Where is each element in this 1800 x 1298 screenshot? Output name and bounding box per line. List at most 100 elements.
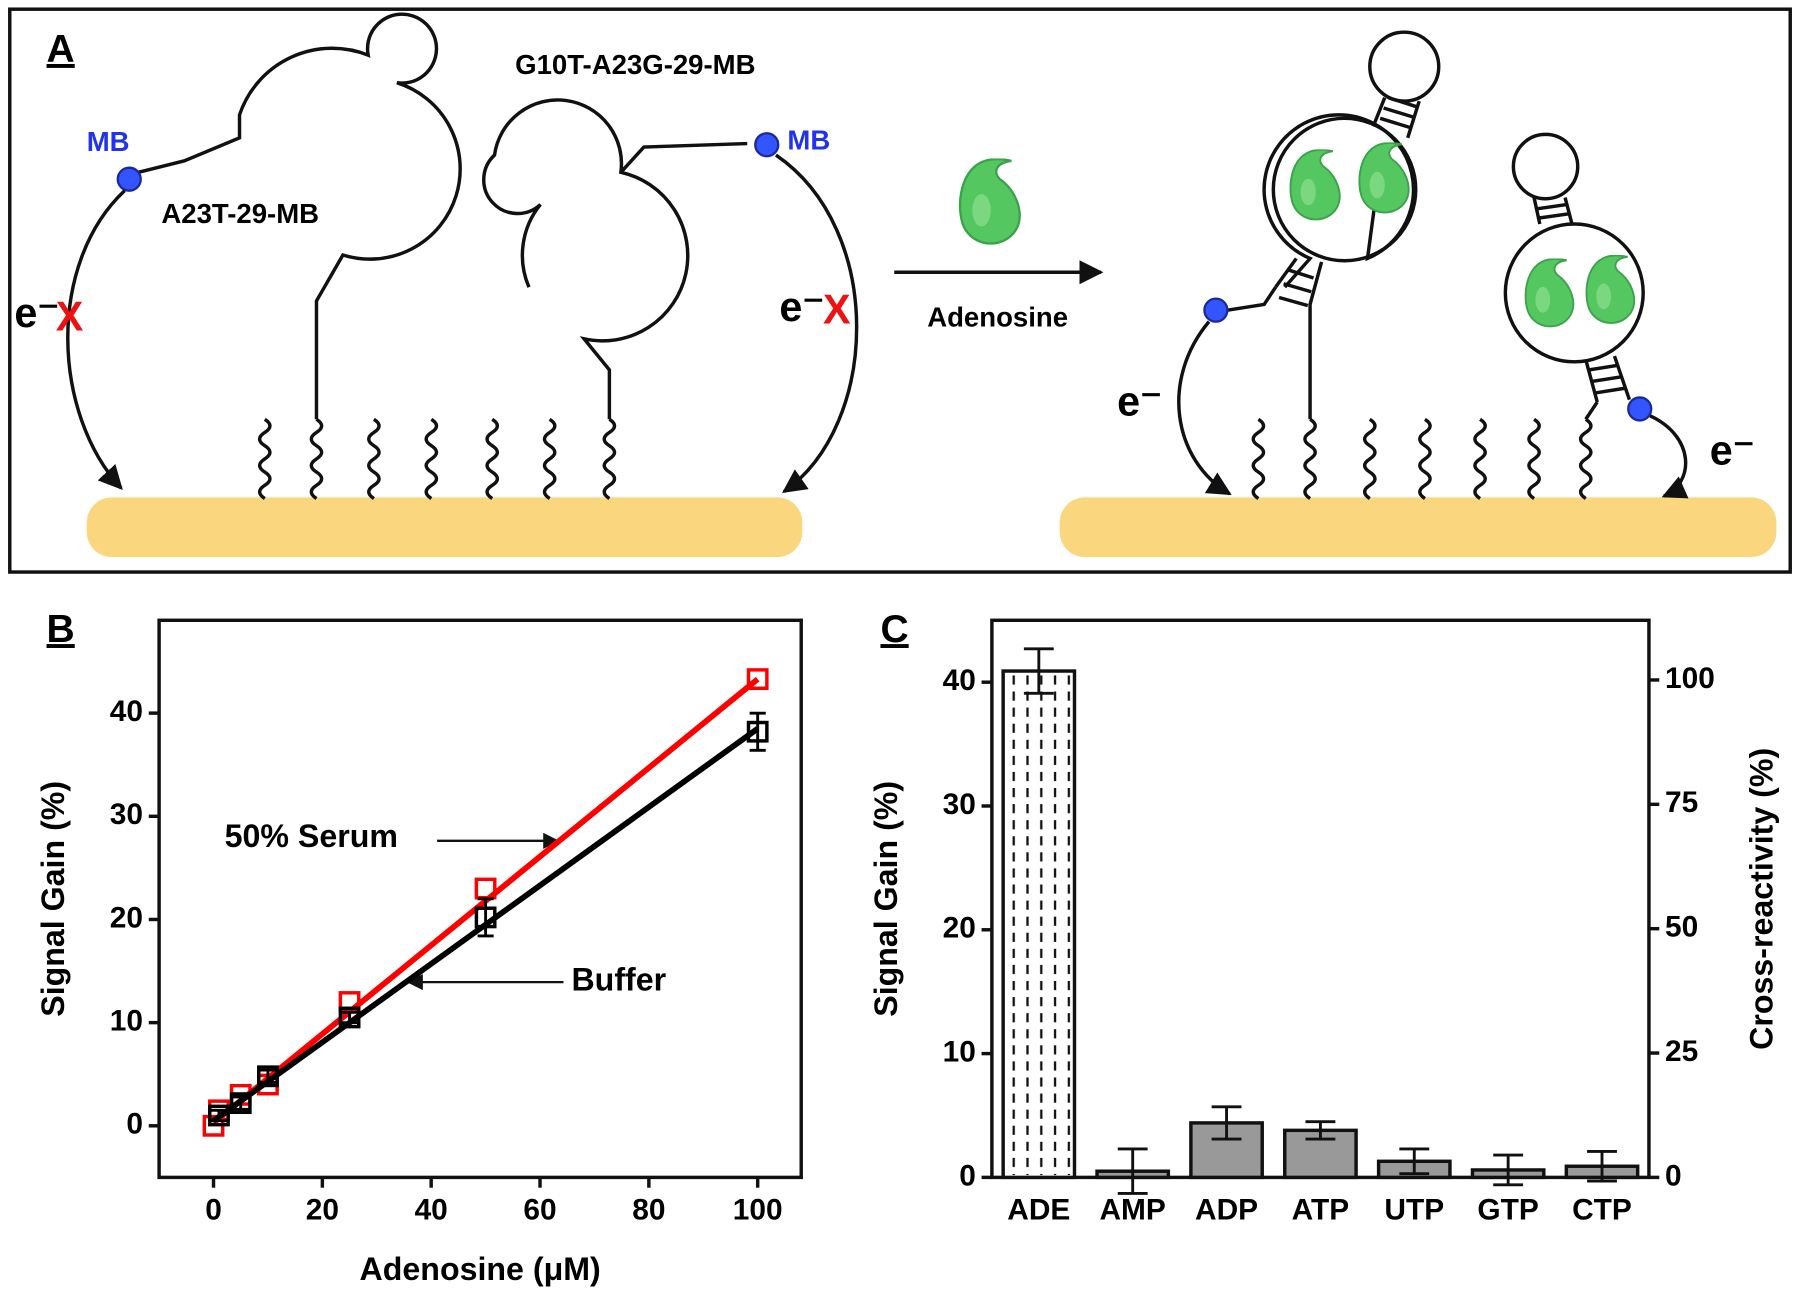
monolayer bbox=[257, 417, 1593, 500]
error-bar bbox=[210, 1108, 228, 1123]
error-bar bbox=[1305, 1120, 1336, 1141]
plot-frame bbox=[990, 618, 1651, 1180]
linker bbox=[309, 417, 324, 500]
probe-name: A23T-29-MB bbox=[161, 198, 319, 229]
error-bar bbox=[341, 1010, 358, 1025]
data-point bbox=[474, 906, 497, 929]
linker bbox=[424, 417, 439, 500]
y-axis-label: Signal Gain (%) bbox=[868, 781, 904, 1017]
probe-strand bbox=[482, 98, 748, 420]
x-axis-label: Adenosine (μM) bbox=[360, 1251, 601, 1287]
error-bar bbox=[1023, 647, 1054, 695]
data-point bbox=[746, 720, 769, 743]
linker bbox=[1303, 417, 1317, 500]
mb-label bbox=[1203, 297, 1229, 323]
y2-tick-label: 0 bbox=[1665, 1159, 1682, 1192]
y2-tick-label: 50 bbox=[1665, 911, 1698, 944]
mb-label bbox=[116, 166, 142, 192]
y-tick-label: 10 bbox=[943, 1035, 976, 1068]
x-tick-label: 100 bbox=[733, 1194, 783, 1227]
electrode bbox=[1059, 497, 1777, 558]
data-point bbox=[257, 1065, 279, 1088]
electron-path bbox=[774, 153, 859, 494]
arrow-label: Adenosine bbox=[927, 302, 1068, 333]
data-point bbox=[746, 668, 769, 691]
y-tick-label: 30 bbox=[943, 788, 976, 821]
panel-label: C bbox=[880, 608, 908, 651]
x-tick-label: 0 bbox=[205, 1194, 222, 1227]
bar-hatch bbox=[1005, 673, 1073, 1176]
error-bar bbox=[477, 897, 494, 938]
x-tick-label: 60 bbox=[523, 1194, 556, 1227]
electron-path bbox=[1649, 414, 1689, 499]
x-tick-label: ATP bbox=[1292, 1194, 1350, 1227]
error-bar bbox=[1493, 1153, 1524, 1187]
error-bar bbox=[1587, 1149, 1617, 1183]
x-tick-label: 40 bbox=[415, 1194, 448, 1227]
error-bar bbox=[1211, 1105, 1242, 1141]
probe-loop bbox=[1271, 116, 1418, 263]
y-tick-label: 30 bbox=[110, 798, 143, 831]
adenosine-icon bbox=[958, 158, 1021, 245]
linker bbox=[1362, 417, 1377, 500]
linker bbox=[1473, 417, 1487, 500]
y-tick-label: 10 bbox=[110, 1005, 143, 1038]
plot-frame bbox=[157, 618, 803, 1180]
redox-label: MB bbox=[87, 126, 130, 157]
panel-frame bbox=[8, 7, 1792, 574]
probe-loop bbox=[1503, 222, 1645, 364]
adenosine-icon bbox=[1585, 255, 1636, 324]
panel-label: A bbox=[47, 28, 75, 71]
probe-name: G10T-A23G-29-MB bbox=[515, 49, 755, 80]
linker bbox=[367, 417, 381, 500]
electron: e⁻ bbox=[14, 290, 59, 336]
error-bar bbox=[1399, 1147, 1430, 1176]
linker bbox=[257, 417, 272, 500]
x-tick-label: UTP bbox=[1384, 1194, 1444, 1227]
y-tick-label: 0 bbox=[959, 1159, 976, 1192]
probe-strand bbox=[1262, 113, 1416, 420]
y2-axis-label: Cross-reactivity (%) bbox=[1743, 748, 1779, 1050]
adenosine-icon bbox=[1358, 142, 1410, 214]
x-tick-label: 80 bbox=[632, 1194, 665, 1227]
blocked-mark: X bbox=[56, 293, 84, 339]
error-bar bbox=[749, 711, 766, 752]
series-label: 50% Serum bbox=[225, 818, 398, 854]
linker bbox=[1418, 417, 1432, 500]
error-bar bbox=[1117, 1147, 1148, 1195]
data-point bbox=[229, 1092, 252, 1115]
panel-label: B bbox=[47, 608, 75, 651]
electron: e⁻ bbox=[1710, 428, 1755, 474]
redox-label: MB bbox=[787, 125, 830, 156]
y-tick-label: 20 bbox=[943, 912, 976, 945]
x-tick-label: GTP bbox=[1477, 1194, 1538, 1227]
y2-tick-label: 75 bbox=[1665, 786, 1698, 819]
linker bbox=[602, 417, 617, 500]
adenosine-icon bbox=[1524, 258, 1575, 328]
y-tick-label: 20 bbox=[110, 901, 143, 934]
y-tick-label: 0 bbox=[126, 1108, 143, 1141]
y-axis-label: Signal Gain (%) bbox=[35, 781, 71, 1017]
panel-a: A MB MB A23T-29-MB G10T-A23G-29-MB e⁻ X … bbox=[8, 7, 1792, 574]
error-bar bbox=[232, 1095, 249, 1111]
x-tick-label: 20 bbox=[306, 1194, 339, 1227]
electron-path bbox=[66, 189, 126, 490]
data-point bbox=[208, 1104, 230, 1127]
probe-stem bbox=[1227, 95, 1421, 312]
electron-path bbox=[1177, 320, 1232, 496]
linker bbox=[485, 417, 500, 500]
linker bbox=[1578, 417, 1593, 500]
probe-strand bbox=[138, 12, 462, 420]
probe-stem bbox=[1532, 197, 1632, 421]
data-point bbox=[338, 1006, 361, 1029]
x-tick-label: ADP bbox=[1195, 1194, 1258, 1227]
electron: e⁻ bbox=[1117, 378, 1162, 424]
linker bbox=[542, 417, 557, 500]
series-label: Buffer bbox=[571, 962, 666, 998]
mb-label bbox=[1627, 396, 1653, 422]
probe-loop bbox=[1511, 132, 1580, 201]
linker bbox=[1527, 417, 1541, 500]
x-tick-label: ADE bbox=[1007, 1194, 1070, 1227]
probe-loop bbox=[1368, 30, 1441, 103]
